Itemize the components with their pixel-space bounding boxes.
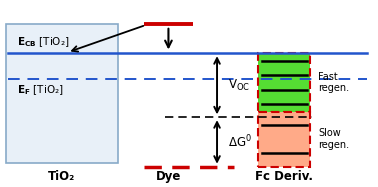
Text: $\mathbf{E_{CB}}$ [TiO₂]: $\mathbf{E_{CB}}$ [TiO₂] [17,35,70,49]
Text: $\mathbf{E_F}$ [TiO₂]: $\mathbf{E_F}$ [TiO₂] [17,83,64,97]
Text: V$_{\mathregular{OC}}$: V$_{\mathregular{OC}}$ [228,78,250,93]
Text: Slow
regen.: Slow regen. [318,128,349,150]
Text: TiO₂: TiO₂ [48,170,76,183]
Text: Fc Deriv.: Fc Deriv. [255,170,313,183]
Text: $\Delta$G$^0$: $\Delta$G$^0$ [228,134,252,150]
Bar [6,24,118,163]
Bar [258,53,310,112]
Bar [258,112,310,167]
Text: Dye: Dye [156,170,181,183]
Text: Fast
regen.: Fast regen. [318,72,349,93]
